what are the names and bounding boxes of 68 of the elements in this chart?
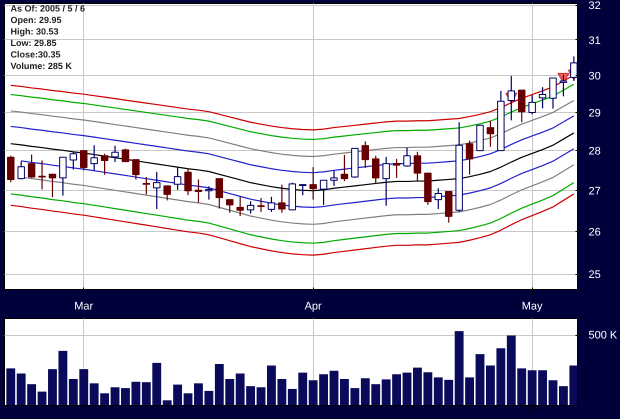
candlestick (372, 155, 380, 184)
x-tick-label: May (522, 300, 544, 312)
y-tick-label: 28 (588, 146, 601, 158)
candlestick (90, 144, 98, 172)
annotation: Close:30.35 (10, 50, 61, 60)
y-tick-label: 31 (588, 34, 601, 47)
y-tick-label: 500 K (588, 329, 618, 342)
candlestick (268, 196, 276, 212)
candlestick (434, 188, 442, 210)
annotation: Volume: 285 K (10, 61, 72, 71)
y-tick-label: 32 (588, 0, 601, 12)
candlestick (392, 158, 400, 178)
candlestick (528, 94, 536, 115)
candlestick (70, 150, 78, 170)
candlestick (299, 184, 306, 196)
candlestick (278, 184, 286, 214)
candlestick (163, 185, 171, 202)
annotation: Low: 29.85 (10, 38, 57, 48)
candlestick (538, 86, 546, 109)
candlestick (226, 199, 234, 214)
annotation: High: 30.53 (10, 26, 59, 36)
candlestick (153, 171, 160, 210)
line-series (10, 193, 574, 256)
candlestick (362, 140, 370, 169)
candlestick (7, 155, 14, 183)
candlestick (132, 159, 140, 180)
y-tick-label: 30 (588, 70, 601, 83)
candlestick (236, 196, 244, 217)
x-tick-label: Apr (304, 300, 322, 312)
annotation: As Of: 2005 / 5 / 6 (10, 4, 86, 14)
candlestick (59, 156, 67, 196)
candlestick (403, 146, 411, 168)
annotation: Open: 29.95 (10, 15, 62, 25)
candlestick (80, 150, 88, 171)
candlestick (320, 180, 328, 206)
candlestick (246, 200, 254, 214)
candlestick (28, 154, 36, 178)
candlestick (309, 166, 317, 200)
candlestick (174, 166, 182, 190)
candlestick (205, 186, 213, 200)
candlestick (216, 178, 224, 210)
y-tick-label: 25 (588, 269, 601, 282)
candlestick (330, 170, 338, 186)
candlestick (257, 197, 265, 212)
candlestick (486, 120, 494, 148)
line-series (10, 182, 574, 244)
candlestick (111, 145, 119, 163)
candlestick (382, 156, 390, 206)
x-tick-label: Mar (74, 300, 94, 312)
y-tick-label: 29 (588, 107, 601, 120)
y-tick-label: 26 (588, 226, 601, 238)
candlestick (184, 168, 192, 196)
candlestick (17, 160, 25, 180)
candlestick (549, 77, 557, 110)
line-series (10, 132, 574, 192)
candlestick (466, 140, 474, 176)
candlestick (142, 176, 150, 195)
candlestick (560, 74, 568, 98)
candlestick (194, 178, 202, 204)
candlestick (340, 154, 348, 182)
candlestick (100, 153, 108, 176)
candlestick (414, 151, 422, 182)
candlestick (122, 148, 130, 162)
bar (6, 368, 16, 406)
y-tick-label: 27 (588, 185, 601, 198)
candlestick (48, 173, 56, 198)
candlestick (508, 75, 516, 121)
candlestick (518, 90, 526, 123)
